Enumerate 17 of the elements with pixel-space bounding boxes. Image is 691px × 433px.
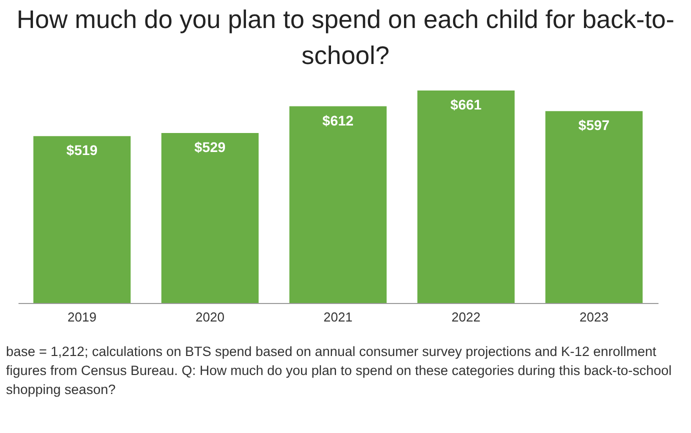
data-label: $529 <box>194 138 226 155</box>
x-tick-label: 2021 <box>324 310 352 324</box>
data-label: $612 <box>322 112 354 128</box>
bar <box>161 132 259 303</box>
bar <box>289 106 387 303</box>
bar <box>545 111 643 303</box>
data-label: $661 <box>450 96 482 113</box>
x-tick-label: 2020 <box>196 310 224 324</box>
data-label: $597 <box>578 117 610 134</box>
bar <box>417 90 515 303</box>
x-tick-label: 2022 <box>452 310 480 324</box>
data-label: $519 <box>66 142 98 158</box>
chart-title: How much do you plan to spend on each child for back-to-school? <box>16 5 676 72</box>
x-tick-label: 2019 <box>68 310 96 324</box>
text: base = 1,212; calculations on BTS spend based on annual consumer survey projections and K-12 enrollment figures from Census Bureau. Q: How much do you plan to spend on these categories during this back-to-school shopping season? <box>5 343 673 399</box>
bar <box>33 136 131 303</box>
x-tick-label: 2023 <box>580 310 608 324</box>
